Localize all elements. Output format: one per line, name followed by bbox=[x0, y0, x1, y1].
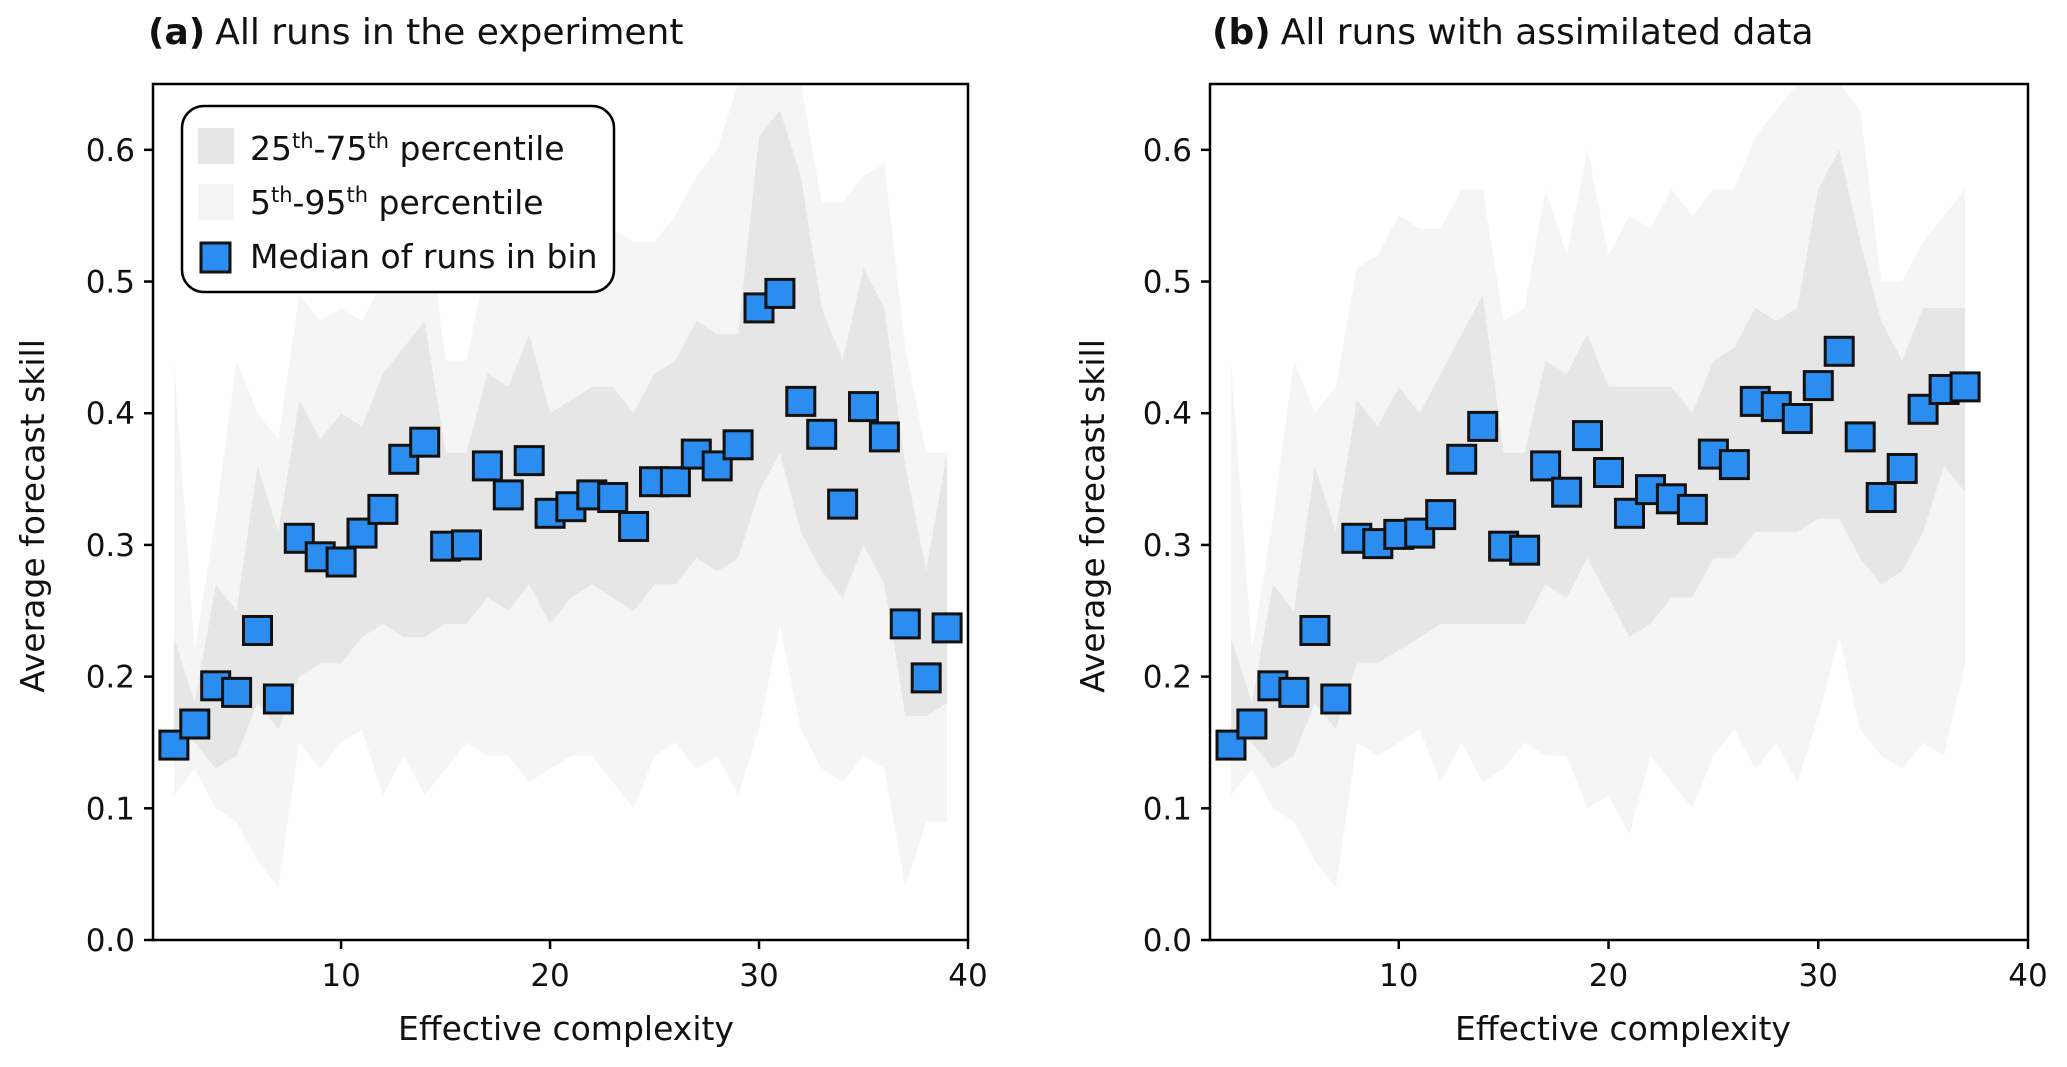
panel-a-median-marker bbox=[806, 418, 838, 450]
panel-a-median-marker bbox=[597, 482, 629, 513]
panel-b-median-marker bbox=[1823, 335, 1855, 367]
panel-b-y-tick-label: 0.5 bbox=[1143, 265, 1192, 301]
panel-a-median-marker bbox=[451, 529, 482, 561]
panel-a-median-marker bbox=[367, 493, 399, 525]
panel-b-y-tick-label: 0.0 bbox=[1143, 923, 1192, 959]
panel-b-x-axis-label: Effective complexity bbox=[1455, 1009, 1791, 1048]
panel-b-median-marker bbox=[1844, 421, 1876, 453]
legend: 25th-75th percentile 5th-95th percentile… bbox=[180, 104, 616, 294]
legend-frame bbox=[180, 104, 616, 294]
panel-b-median-marker bbox=[1551, 476, 1583, 508]
panel-a: (a) All runs in the experiment 10 20 30 40 0.… bbox=[13, 12, 988, 1048]
panel-a-median-marker bbox=[492, 479, 524, 511]
panel-a-y-tick-label: 0.3 bbox=[86, 528, 135, 564]
panel-b-y-tick-label: 0.2 bbox=[1143, 660, 1192, 696]
panel-a-x-tick-label: 30 bbox=[739, 958, 778, 994]
panel-a-y-tick-label: 0.0 bbox=[86, 923, 135, 959]
panel-a-median-marker bbox=[179, 708, 211, 740]
panel-b-median-marker bbox=[1530, 450, 1562, 482]
panel-b-median-marker bbox=[1509, 534, 1541, 566]
panel-a-median-marker bbox=[889, 608, 921, 640]
panel-b-median-marker bbox=[1236, 708, 1268, 740]
panel-b: (b) All runs with assimilated data 10 20 30… bbox=[1073, 12, 2048, 1048]
panel-a-title: (a) All runs in the experiment bbox=[148, 12, 683, 53]
panel-b-median-marker bbox=[1781, 403, 1813, 434]
legend-marker-swatch bbox=[199, 241, 232, 274]
panel-a-median-marker bbox=[513, 445, 545, 477]
panel-b-median-marker bbox=[1467, 410, 1499, 442]
panel-a-median-marker bbox=[868, 421, 900, 453]
panel-b-median-marker bbox=[1865, 482, 1897, 513]
panel-b-y-tick-label: 0.3 bbox=[1143, 528, 1192, 564]
panel-a-x-tick-label: 40 bbox=[948, 958, 987, 994]
panel-a-y-tick-label: 0.4 bbox=[86, 396, 135, 432]
legend-label-inner-band: 25th-75th percentile bbox=[250, 129, 565, 168]
panel-b-median-marker bbox=[1572, 420, 1603, 452]
panel-b-median-marker bbox=[1425, 499, 1457, 531]
panel-b-median-marker bbox=[1299, 615, 1331, 646]
panel-a-y-tick-label: 0.5 bbox=[86, 265, 135, 301]
panel-b-y-axis-label: Average forecast skill bbox=[1073, 339, 1112, 693]
panel-a-median-marker bbox=[785, 385, 817, 417]
panel-b-median-marker bbox=[1886, 453, 1918, 484]
panel-a-median-marker bbox=[910, 662, 942, 694]
panel-a-y-tick-label: 0.2 bbox=[86, 660, 135, 696]
panel-b-median-marker bbox=[1949, 371, 1981, 403]
legend-label-median: Median of runs in bin bbox=[250, 237, 598, 276]
panel-a-x-tick-label: 20 bbox=[530, 958, 569, 994]
panel-a-axes-frame bbox=[151, 82, 970, 942]
panel-a-band-25-75 bbox=[173, 110, 948, 769]
panel-a-median-marker bbox=[931, 612, 963, 644]
panel-b-x-tick-label: 40 bbox=[2008, 958, 2047, 994]
panel-a-median-marker bbox=[722, 429, 754, 461]
panel-b-x-tick-label: 30 bbox=[1799, 958, 1838, 994]
panel-b-median-marker bbox=[1278, 676, 1310, 708]
panel-a-median-marker bbox=[409, 426, 441, 458]
panel-b-plot: 10 20 30 40 0.0 0.1 0.2 0.3 0.4 0.5 0.6 bbox=[1143, 82, 2048, 994]
panel-a-plot: 10 20 30 40 0.0 0.1 0.2 0.3 0.4 0.5 0.6 bbox=[86, 82, 988, 994]
panel-b-y-tick-label: 0.6 bbox=[1143, 133, 1192, 169]
panel-a-y-axis-label: Average forecast skill bbox=[13, 339, 52, 693]
panel-b-x-tick-label: 20 bbox=[1589, 958, 1628, 994]
panel-a-median-marker bbox=[827, 488, 859, 520]
panel-a-median-marker bbox=[325, 546, 357, 578]
panel-a-median-marker bbox=[221, 676, 253, 708]
panel-b-median-marker bbox=[1676, 493, 1708, 525]
panel-b-title: (b) All runs with assimilated data bbox=[1212, 12, 1814, 53]
panel-b-median-marker bbox=[1802, 370, 1834, 402]
panel-a-median-marker bbox=[242, 615, 273, 646]
panel-a-y-tick-label: 0.6 bbox=[86, 133, 135, 169]
panel-a-median-marker bbox=[262, 683, 294, 715]
panel-b-axes-frame bbox=[1208, 82, 2030, 942]
panel-a-median-marker bbox=[471, 450, 503, 482]
panel-a-median-marker bbox=[659, 466, 691, 498]
panel-a-median-marker bbox=[764, 277, 796, 309]
panel-a-x-axis-label: Effective complexity bbox=[398, 1009, 734, 1048]
panel-a-x-tick-label: 10 bbox=[321, 958, 360, 994]
legend-swatch-outer-band bbox=[198, 184, 234, 220]
panel-a-median-marker bbox=[618, 511, 650, 542]
panel-b-median-marker bbox=[1718, 449, 1750, 481]
panel-b-median-marker bbox=[1320, 683, 1352, 715]
panel-b-y-tick-label: 0.1 bbox=[1143, 791, 1192, 827]
panel-b-median-marker bbox=[1446, 443, 1478, 475]
legend-swatch-inner-band bbox=[198, 128, 234, 164]
panel-b-x-tick-label: 10 bbox=[1379, 958, 1418, 994]
panel-b-median-marker bbox=[1593, 457, 1624, 488]
panel-a-median-marker bbox=[848, 391, 879, 423]
panel-a-y-tick-label: 0.1 bbox=[86, 791, 135, 827]
panel-b-y-tick-label: 0.4 bbox=[1143, 396, 1192, 432]
legend-label-outer-band: 5th-95th percentile bbox=[250, 183, 544, 222]
